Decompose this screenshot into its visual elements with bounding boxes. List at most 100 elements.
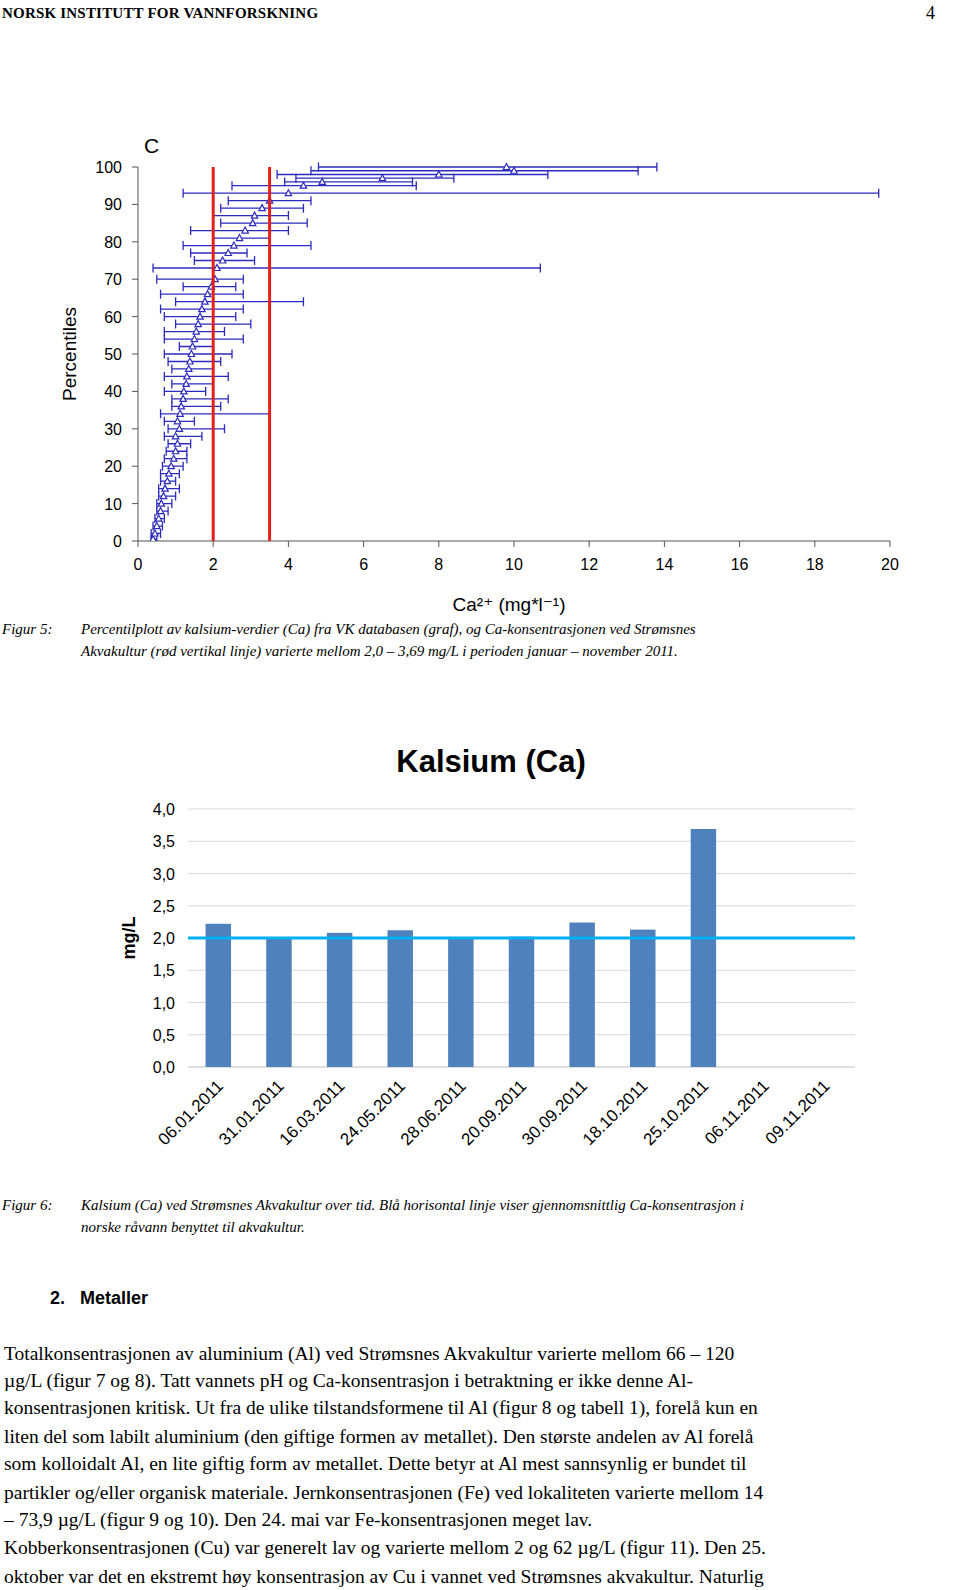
- y-tick: [132, 204, 138, 205]
- point: [319, 178, 325, 184]
- x-tick-label: 10: [505, 556, 523, 573]
- point: [214, 264, 220, 270]
- y-tick-label: 60: [104, 309, 122, 326]
- point: [259, 205, 265, 211]
- error-bar: [213, 211, 288, 220]
- y-tick-label: 40: [104, 383, 122, 400]
- error-bar: [191, 249, 247, 258]
- error-bar: [221, 204, 304, 213]
- y-axis-label: Percentiles: [59, 307, 80, 401]
- error-bar: [159, 484, 180, 493]
- point: [155, 515, 161, 521]
- reference-line: [212, 167, 215, 541]
- y-tick-label: 2,5: [153, 898, 175, 915]
- point: [162, 485, 168, 491]
- y-tick-label: 50: [104, 346, 122, 363]
- point: [172, 433, 178, 439]
- error-bar: [162, 462, 183, 471]
- point: [181, 388, 187, 394]
- y-tick-label: 20: [104, 458, 122, 475]
- x-tick: [138, 541, 139, 547]
- caption-text: Akvakultur (rød vertikal linje) varierte…: [81, 640, 678, 662]
- x-tick-label: 09.11.2011: [762, 1076, 834, 1148]
- y-tick: [132, 354, 138, 355]
- point: [199, 306, 205, 312]
- point: [300, 182, 306, 188]
- y-tick-label: 1,5: [153, 962, 175, 979]
- grid-line: [188, 809, 855, 810]
- point: [242, 227, 248, 233]
- paragraph-line: µg/L (figur 7 og 8). Tatt vannets pH og …: [4, 1370, 693, 1392]
- point: [249, 220, 255, 226]
- error-bar: [161, 477, 176, 486]
- x-tick-label: 2: [209, 556, 218, 573]
- y-tick-label: 3,0: [153, 866, 175, 883]
- y-tick-label: 3,5: [153, 833, 175, 850]
- y-tick: [132, 279, 138, 280]
- x-tick-label: 20: [881, 556, 899, 573]
- x-tick-label: 16: [731, 556, 749, 573]
- chart-title: Kalsium (Ca): [396, 744, 585, 779]
- point: [285, 190, 291, 196]
- x-tick: [363, 541, 364, 547]
- point: [188, 351, 194, 357]
- point: [184, 373, 190, 379]
- y-tick: [132, 167, 138, 168]
- bar: [387, 930, 412, 1067]
- error-bar: [179, 342, 213, 351]
- caption-label: Figur 5:: [2, 618, 52, 640]
- point: [236, 235, 242, 241]
- caption-text: norske råvann benyttet til akvakultur.: [81, 1216, 305, 1238]
- error-bar: [161, 305, 244, 314]
- grid-line: [188, 905, 855, 906]
- x-tick-label: 18: [806, 556, 824, 573]
- y-tick-label: 0: [113, 533, 122, 550]
- page-number: 4: [926, 2, 935, 24]
- caption-text: Percentilplott av kalsium-verdier (Ca) f…: [81, 618, 696, 640]
- error-bar: [172, 364, 213, 373]
- point: [436, 171, 442, 177]
- y-tick: [132, 541, 138, 542]
- x-tick-label: 0: [134, 556, 143, 573]
- x-tick-label: 25.10.2011: [640, 1076, 713, 1149]
- error-bar: [161, 290, 244, 299]
- y-tick: [132, 466, 138, 467]
- bar: [327, 933, 352, 1067]
- point: [154, 523, 160, 529]
- point: [231, 242, 237, 248]
- x-tick: [739, 541, 740, 547]
- point: [225, 250, 231, 256]
- error-bar: [172, 379, 213, 388]
- y-tick-label: 1,0: [153, 995, 175, 1012]
- error-bar: [164, 432, 202, 441]
- paragraph-line: som kolloidalt Al, en lite giftig form a…: [4, 1453, 747, 1475]
- error-bar: [194, 256, 254, 265]
- point: [186, 365, 192, 371]
- x-tick: [514, 541, 515, 547]
- point: [158, 500, 164, 506]
- point: [195, 321, 201, 327]
- y-tick-label: 10: [104, 496, 122, 513]
- x-tick: [814, 541, 815, 547]
- error-bar: [164, 312, 235, 321]
- error-bar: [153, 263, 540, 272]
- x-tick: [890, 541, 891, 547]
- bar: [569, 923, 594, 1067]
- point: [160, 493, 166, 499]
- point: [171, 455, 177, 461]
- caption-text: Kalsium (Ca) ved Strømsnes Akvakultur ov…: [81, 1194, 744, 1216]
- y-tick: [132, 391, 138, 392]
- point: [178, 403, 184, 409]
- point: [168, 463, 174, 469]
- x-tick-label: 06.11.2011: [701, 1076, 773, 1148]
- y-tick-label: 90: [104, 196, 122, 213]
- y-tick-label: 80: [104, 234, 122, 251]
- error-bar: [161, 409, 270, 418]
- reference-line: [268, 167, 271, 541]
- section-heading: Metaller: [80, 1287, 148, 1309]
- point: [176, 425, 182, 431]
- point: [251, 212, 257, 218]
- point: [191, 336, 197, 342]
- bar: [630, 930, 655, 1067]
- point: [189, 343, 195, 349]
